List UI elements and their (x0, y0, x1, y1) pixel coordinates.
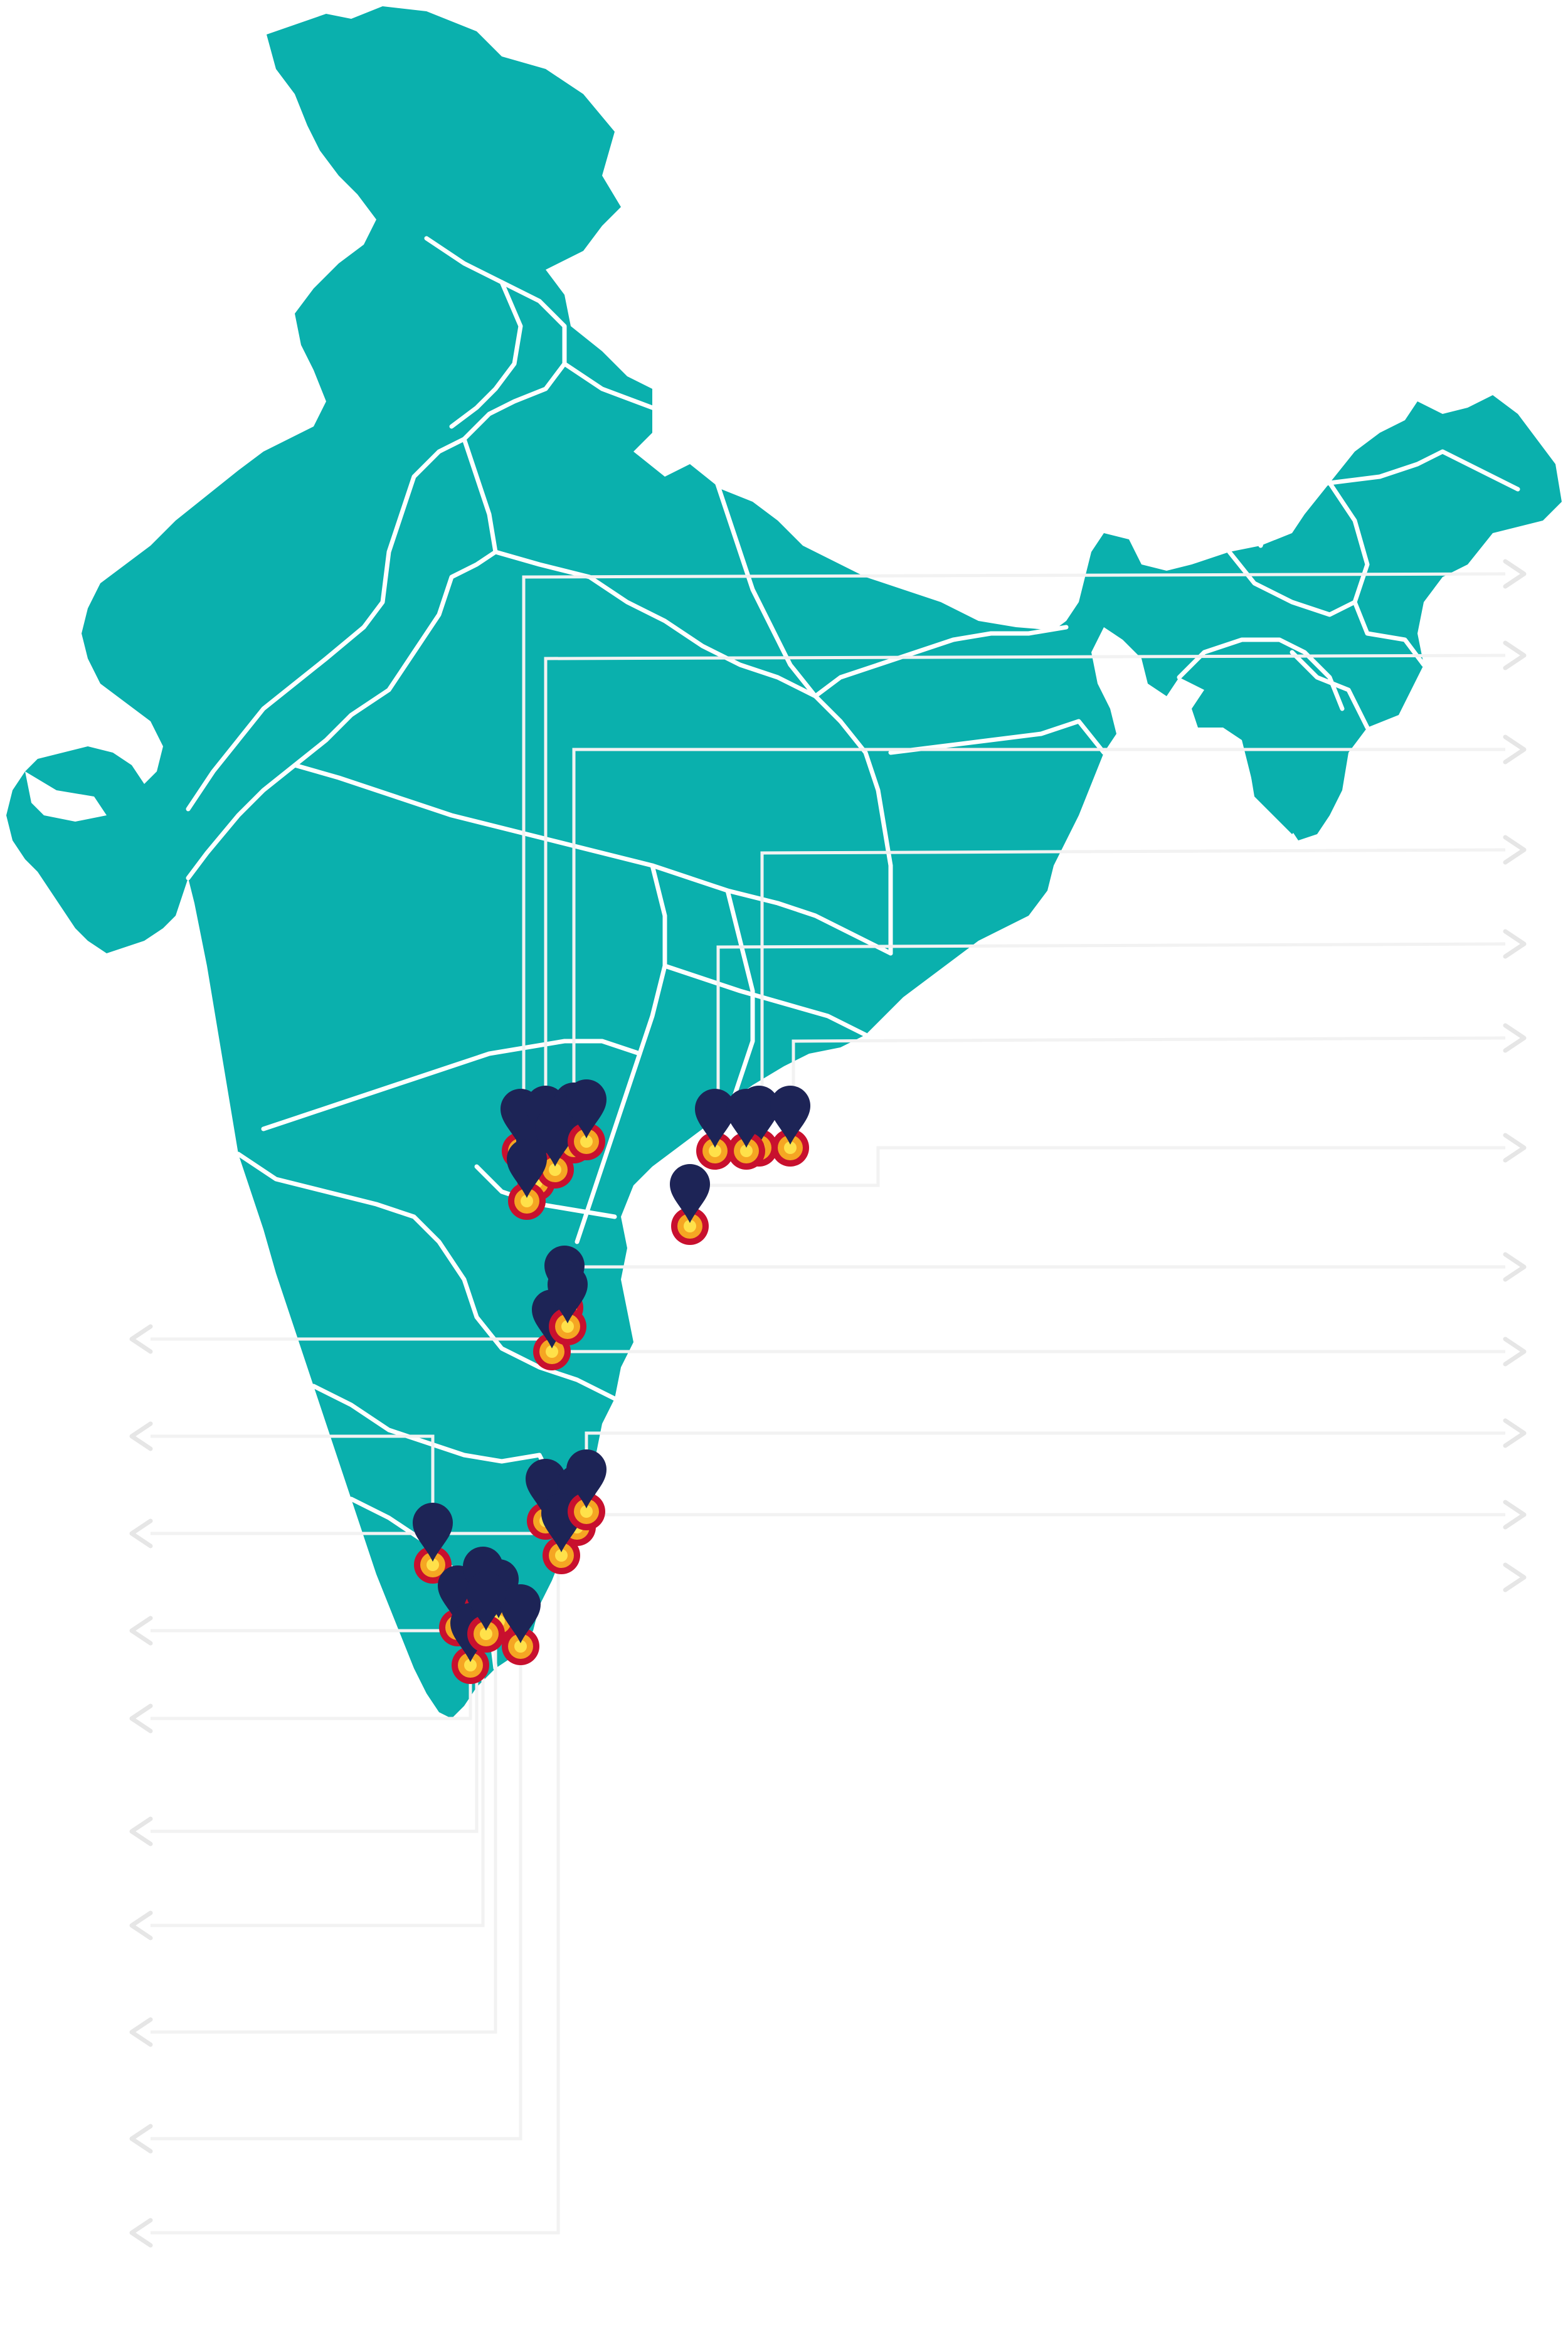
tripura-mizoram (1248, 759, 1311, 834)
arrow-left-icon (129, 1421, 153, 1451)
leader-line (716, 942, 1506, 1104)
arrow-left-icon (129, 2017, 153, 2047)
leader-line (151, 1631, 497, 2034)
location-pin-icon[interactable] (413, 1503, 453, 1584)
leader-line (760, 848, 1506, 1104)
leader-line (151, 1631, 479, 1833)
gulf-of-kutch (25, 771, 107, 822)
location-pin-icon[interactable] (695, 1089, 735, 1170)
arrow-right-icon (1503, 734, 1527, 765)
leader-line (578, 1493, 1505, 1517)
leader-line (566, 1292, 1505, 1353)
leader-line (522, 572, 1506, 1104)
arrow-right-icon (1503, 835, 1527, 865)
location-pin-icon[interactable] (507, 1139, 547, 1220)
state-borders (186, 236, 1520, 1671)
location-pin-icon[interactable] (535, 1108, 575, 1189)
arrow-right-icon (1503, 1133, 1527, 1163)
callout-arrows (129, 559, 1527, 2248)
arrow-right-icon (1503, 1562, 1527, 1592)
arrow-left-icon (129, 1816, 153, 1846)
arrow-right-icon (1503, 559, 1527, 589)
location-pin-icon[interactable] (548, 1264, 588, 1345)
arrow-right-icon (1503, 1023, 1527, 1053)
arrow-right-icon (1503, 1337, 1527, 1367)
arrow-right-icon (1503, 1418, 1527, 1448)
location-pin-icon[interactable] (670, 1164, 710, 1245)
location-pin-icon[interactable] (726, 1089, 766, 1170)
leader-line (151, 1618, 522, 2141)
india-mainland (6, 6, 1562, 1718)
leader-line (572, 748, 1505, 1104)
leader-line (151, 1524, 560, 2235)
location-pin-icon[interactable] (466, 1572, 506, 1653)
arrow-right-icon (1503, 929, 1527, 959)
leader-line (792, 1036, 1506, 1104)
arrow-left-icon (129, 1910, 153, 1941)
location-markers (413, 1079, 810, 1684)
arrow-left-icon (129, 2218, 153, 2248)
location-pin-icon[interactable] (770, 1086, 810, 1167)
leader-line (151, 1631, 485, 1927)
arrow-right-icon (1503, 1252, 1527, 1282)
leader-line (690, 1146, 1505, 1187)
arrow-right-icon (1503, 1500, 1527, 1530)
arrow-left-icon (129, 1324, 153, 1354)
arrow-right-icon (1503, 640, 1527, 670)
leader-line (151, 1434, 435, 1524)
arrow-left-icon (129, 1518, 153, 1549)
arrow-left-icon (129, 1703, 153, 1734)
location-pin-icon[interactable] (566, 1079, 607, 1160)
location-pin-icon[interactable] (566, 1449, 607, 1530)
location-pin-icon[interactable] (501, 1584, 541, 1665)
leader-line (585, 1431, 1505, 1474)
leader-line (544, 654, 1506, 1104)
arrow-left-icon (129, 2124, 153, 2154)
arrow-left-icon (129, 1616, 153, 1646)
